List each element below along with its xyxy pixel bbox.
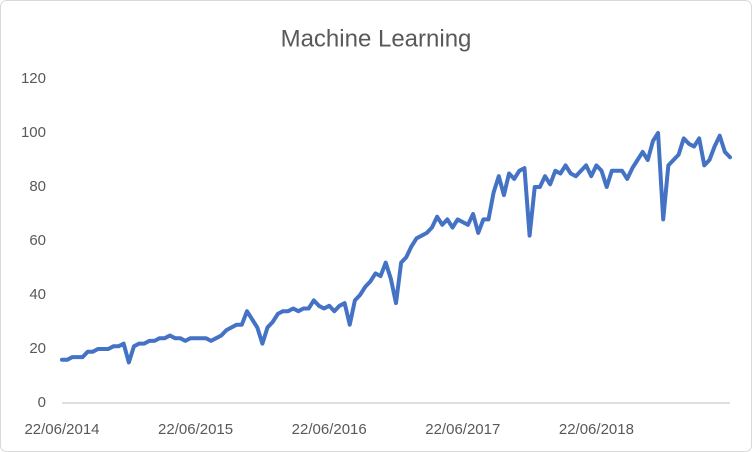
y-tick-label: 120 xyxy=(21,70,46,87)
y-tick-label: 0 xyxy=(38,394,46,411)
x-tick-label: 22/06/2016 xyxy=(292,421,367,438)
x-tick-label: 22/06/2018 xyxy=(559,421,634,438)
y-tick-label: 20 xyxy=(29,340,46,357)
y-tick-label: 80 xyxy=(29,178,46,195)
x-tick-label: 22/06/2014 xyxy=(24,421,99,438)
y-tick-label: 60 xyxy=(29,232,46,249)
y-tick-label: 40 xyxy=(29,286,46,303)
x-tick-label: 22/06/2017 xyxy=(425,421,500,438)
data-line xyxy=(60,131,732,365)
x-tick-label: 22/06/2015 xyxy=(158,421,233,438)
y-tick-label: 100 xyxy=(21,124,46,141)
chart-title: Machine Learning xyxy=(281,25,472,52)
